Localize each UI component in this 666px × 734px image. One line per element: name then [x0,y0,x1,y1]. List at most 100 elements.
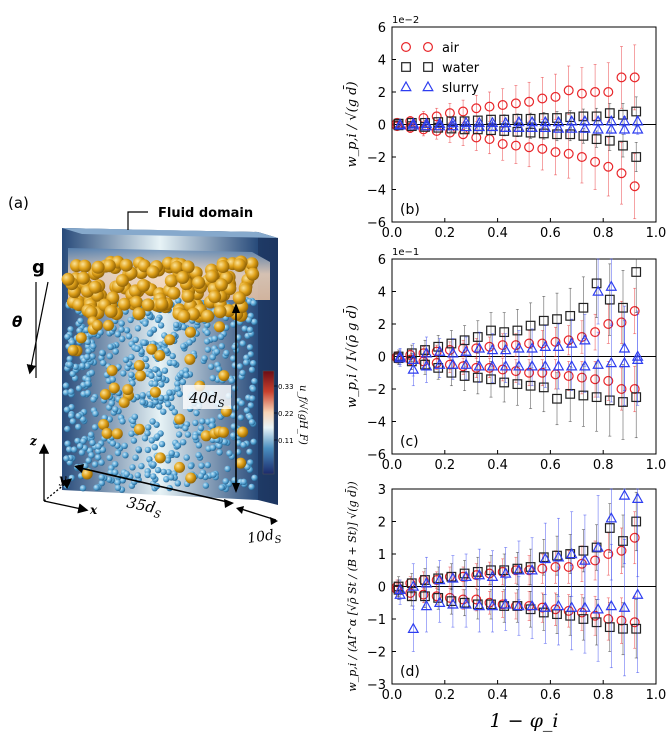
small-particle [176,390,183,398]
small-particle [99,446,107,453]
series-slurry [394,258,644,406]
small-particle [247,402,254,409]
small-particle [79,485,87,492]
large-particle [200,430,212,442]
domain-top-edge [62,228,278,238]
small-particle [128,353,135,361]
small-particle [95,443,102,450]
data-point [512,113,523,124]
data-point [394,119,406,130]
small-particle [98,474,105,481]
data-point [471,103,482,114]
data-point [513,121,525,132]
x-tick-label: 0.6 [540,688,561,703]
data-point [605,123,618,134]
large-particle [213,305,227,319]
data-point [590,86,601,97]
large-particle [214,321,225,333]
data-point [565,601,578,612]
data-point [563,561,574,572]
data-point [552,360,565,371]
theta-label: θ [12,313,22,331]
axis-z-label: z [29,434,38,448]
height-arrowhead-top [232,303,240,313]
data-point [497,99,508,110]
small-particle [123,470,130,478]
data-point [401,62,411,72]
small-particle [250,299,257,307]
small-particle [62,382,70,389]
panel-label: (c) [400,434,419,450]
data-point [499,121,512,132]
dim-length-label: 35dS [125,493,164,521]
small-particle [250,438,257,445]
panel-label: (d) [400,664,420,680]
small-particle [112,469,119,476]
small-particle [163,347,170,354]
small-particle [238,400,245,407]
large-particle [104,305,118,318]
small-particle [204,329,211,336]
small-particle [210,471,217,478]
small-particle [248,366,256,373]
small-particle [192,434,199,441]
data-point [524,565,535,576]
data-point [537,143,548,154]
small-particle [151,444,158,451]
small-particle [128,371,135,378]
data-point [631,123,644,134]
large-particle [155,297,169,311]
chart-panel-c: 0.0 0.2 0.4 0.6 0.8 1.0 6 4 2 0 −2 −4 −6 1e−1 (c) w_p,i… [343,247,666,473]
small-particle [198,462,205,469]
colorbar-tick-label: 0.22 [278,410,294,418]
data-point [400,80,412,92]
y-tick-label: 2 [378,86,386,101]
small-particle [109,376,117,383]
y-tick-label: 2 [378,516,386,531]
small-particle [98,479,106,487]
data-point [563,85,574,96]
small-particle [246,326,254,333]
data-point [512,563,523,574]
data-point [459,335,470,346]
data-point [407,363,420,374]
large-particle [99,388,111,400]
small-particle [247,351,254,358]
data-point [604,135,615,146]
data-point [605,512,618,523]
data-point [538,128,549,139]
data-point [431,574,442,585]
small-particle [175,431,183,438]
data-point [550,91,561,102]
y-axis-arrow [43,478,73,502]
data-point [420,360,433,371]
data-point [539,601,552,612]
small-particle [180,323,187,331]
small-particle [68,339,76,346]
data-point [423,62,433,72]
data-point [565,122,578,133]
data-point [616,72,627,83]
small-particle [150,461,157,468]
data-point [486,360,499,371]
data-point [616,384,627,395]
large-particle [118,397,130,408]
small-particle [160,468,167,476]
data-point [447,358,459,369]
small-particle [239,369,246,377]
small-particle [186,339,193,346]
small-particle [215,366,223,373]
large-particle [136,279,150,292]
small-particle [118,326,125,333]
small-particle [226,450,233,457]
data-point [459,568,470,579]
small-particle [203,338,211,345]
small-particle [169,352,176,360]
small-particle [224,465,231,473]
small-particle [98,459,105,466]
y-tick-label: −4 [367,416,386,431]
data-point [486,120,499,132]
small-particle [156,403,163,410]
y-tick-label: −2 [367,646,386,661]
data-point [472,599,483,610]
